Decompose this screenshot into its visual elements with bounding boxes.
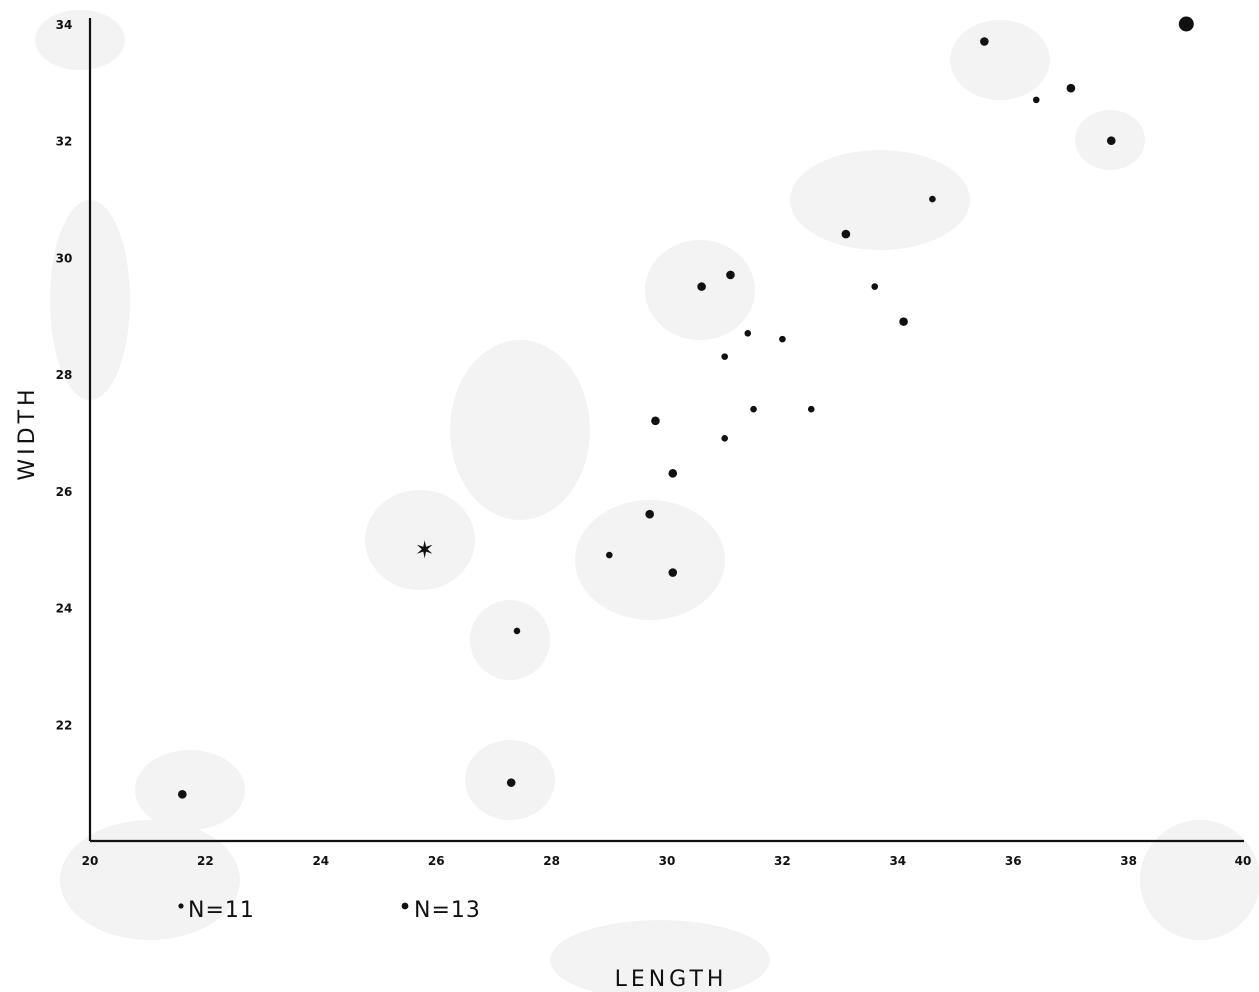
x-tick-label-36: 36 <box>1005 854 1022 868</box>
x-tick-label-24: 24 <box>312 854 329 868</box>
data-point-small-dot-0 <box>513 627 521 635</box>
data-point-medium-dot-0 <box>178 790 187 799</box>
data-point-small-dot-4 <box>807 405 815 413</box>
smudge-8 <box>470 600 550 680</box>
x-tick-label-26: 26 <box>428 854 445 868</box>
data-points <box>178 16 1194 799</box>
x-tick-label-30: 30 <box>659 854 676 868</box>
legend-label-n11: N=11 <box>188 898 255 923</box>
y-tick-label-28: 28 <box>56 368 73 382</box>
smudge-3 <box>790 150 970 250</box>
x-tick-label-40: 40 <box>1235 854 1252 868</box>
data-point-medium-dot-4 <box>668 469 678 478</box>
data-point-small-dot-9 <box>929 195 936 203</box>
data-point-small-dot-6 <box>744 329 752 337</box>
data-point-medium-dot-7 <box>726 270 735 280</box>
x-tick-label-38: 38 <box>1120 854 1137 868</box>
tick-labels: 20 22 24 26 28 30 32 34 36 38 40 22 24 26 28 30 32 34 <box>56 18 1252 868</box>
data-point-medium-dot-10 <box>1106 136 1116 146</box>
y-axis-title: WIDTH <box>15 385 40 480</box>
data-point-medium-dot-8 <box>899 317 908 326</box>
smudge-1 <box>950 20 1050 100</box>
data-point-large-dot-0 <box>1178 16 1194 32</box>
smudge-14 <box>1140 820 1259 940</box>
smudge-5 <box>450 340 590 520</box>
smudge-12 <box>60 820 240 940</box>
data-point-small-dot-5 <box>721 353 728 360</box>
data-point-medium-dot-2 <box>668 568 678 577</box>
y-tick-label-22: 22 <box>56 718 73 732</box>
data-point-medium-dot-3 <box>645 509 654 519</box>
smudge-6 <box>365 490 475 590</box>
y-tick-label-24: 24 <box>56 602 73 616</box>
data-point-medium-dot-11 <box>1066 83 1076 93</box>
data-point-small-dot-10 <box>1032 96 1040 104</box>
smudge-13 <box>550 920 770 992</box>
legend: N=11 N=13 <box>178 898 480 923</box>
y-tick-label-30: 30 <box>56 251 73 265</box>
legend-label-n13: N=13 <box>414 898 481 923</box>
data-point-small-dot-3 <box>750 405 757 413</box>
axes <box>88 18 1244 843</box>
data-point-small-dot-8 <box>871 283 879 290</box>
data-point-small-dot-1 <box>606 551 613 559</box>
data-point-medium-dot-12 <box>980 37 989 46</box>
data-point-medium-dot-6 <box>697 282 706 291</box>
data-point-small-dot-7 <box>779 335 786 343</box>
data-point-medium-dot-9 <box>841 229 851 239</box>
data-point-medium-dot-1 <box>506 778 516 787</box>
smudge-10 <box>135 750 245 830</box>
data-point-medium-dot-5 <box>651 416 660 426</box>
smudge-7 <box>575 500 725 620</box>
data-point-small-dot-2 <box>721 435 728 442</box>
x-tick-label-20: 20 <box>82 854 99 868</box>
data-point-star <box>416 540 433 559</box>
x-tick-label-22: 22 <box>197 854 214 868</box>
x-tick-label-34: 34 <box>889 854 906 868</box>
x-axis-title: LENGTH <box>615 967 728 992</box>
y-tick-label-34: 34 <box>56 18 73 32</box>
background-smudges <box>35 10 1259 992</box>
y-tick-label-26: 26 <box>56 485 73 499</box>
legend-marker-medium-dot <box>401 902 409 910</box>
smudge-0 <box>35 10 125 70</box>
x-tick-label-32: 32 <box>774 854 791 868</box>
y-tick-label-32: 32 <box>56 135 73 149</box>
legend-marker-small-dot <box>178 903 184 909</box>
x-tick-label-28: 28 <box>543 854 560 868</box>
